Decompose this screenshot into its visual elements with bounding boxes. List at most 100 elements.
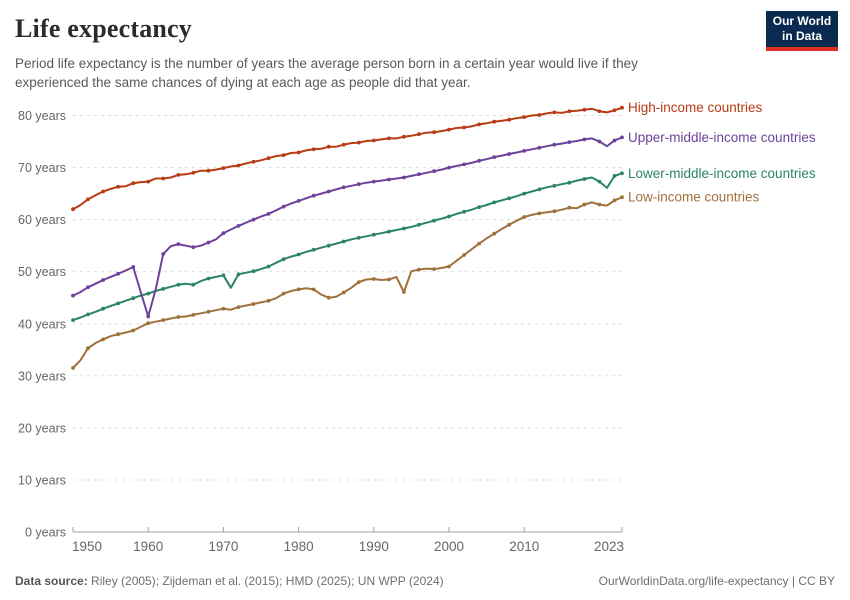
data-point-marker: [417, 222, 421, 227]
data-point-marker: [402, 175, 406, 180]
owid-citation-link[interactable]: OurWorldinData.org/life-expectancy | CC …: [598, 574, 835, 588]
data-point-marker: [597, 139, 602, 144]
series-legend-label[interactable]: Lower-middle-income countries: [628, 166, 816, 181]
series-line: [72, 106, 623, 211]
data-point-marker: [356, 182, 361, 187]
data-point-marker: [251, 217, 256, 222]
series-legend-label[interactable]: Upper-middle-income countries: [628, 130, 816, 145]
data-point-marker: [266, 264, 271, 269]
x-axis-tick-label: 1980: [284, 539, 314, 554]
y-axis-tick-label: 40 years: [18, 317, 66, 331]
data-point-marker: [462, 162, 466, 167]
data-point-marker: [161, 252, 166, 256]
data-point-marker: [266, 156, 271, 161]
data-point-marker: [356, 280, 361, 284]
data-point-marker: [537, 211, 542, 216]
data-point-marker: [371, 277, 376, 281]
data-point-marker: [296, 150, 301, 155]
data-point-marker: [387, 177, 391, 182]
data-point-marker: [116, 271, 120, 276]
data-point-marker: [131, 181, 136, 186]
data-point-marker: [176, 173, 181, 177]
y-axis-tick-label: 10 years: [18, 473, 66, 487]
data-point-marker: [552, 209, 557, 214]
data-point-marker: [567, 180, 572, 185]
x-axis-tick-label: 1990: [359, 539, 389, 554]
data-point-marker: [251, 269, 256, 274]
x-axis-tick-label: 1960: [133, 539, 163, 554]
data-source-label: Data source:: [15, 574, 88, 588]
data-point-marker: [116, 332, 120, 337]
data-point-marker: [582, 202, 587, 207]
data-point-marker: [191, 170, 196, 175]
x-axis-tick-label: 1950: [72, 539, 102, 554]
data-point-marker: [371, 179, 376, 184]
y-axis-tick-label: 20 years: [18, 421, 66, 435]
data-point-marker: [296, 287, 301, 292]
data-point-marker: [341, 239, 346, 244]
series-line: [72, 196, 623, 369]
data-point-marker: [371, 232, 376, 237]
data-point-marker: [281, 257, 286, 262]
owid-logo[interactable]: Our World in Data: [766, 11, 838, 51]
data-point-marker: [236, 224, 241, 228]
data-point-marker: [221, 166, 226, 171]
data-point-marker: [281, 291, 286, 296]
data-point-marker: [477, 205, 481, 210]
data-point-marker: [101, 278, 105, 282]
y-axis-tick-label: 50 years: [18, 265, 66, 279]
series-legend-label[interactable]: Low-income countries: [628, 190, 760, 205]
data-point-marker: [176, 242, 181, 247]
data-point-marker: [597, 179, 602, 184]
data-point-marker: [191, 245, 196, 250]
data-point-marker: [206, 309, 211, 314]
data-point-marker: [462, 125, 466, 130]
data-point-marker: [221, 231, 226, 236]
data-point-marker: [131, 265, 136, 269]
series-legend-label[interactable]: High-income countries: [628, 100, 763, 115]
data-point-marker: [161, 287, 166, 291]
chart-subtitle: Period life expectancy is the number of …: [15, 56, 638, 91]
y-axis-tick-label: 60 years: [18, 213, 66, 227]
data-point-marker: [417, 267, 421, 272]
data-point-marker: [86, 312, 90, 317]
data-point-marker: [522, 115, 527, 119]
data-point-marker: [507, 152, 512, 156]
data-point-marker: [221, 273, 226, 278]
data-point-marker: [161, 318, 166, 322]
data-point-marker: [620, 195, 624, 200]
x-axis-tick-label: 2010: [509, 539, 539, 554]
data-point-marker: [341, 290, 346, 295]
data-point-marker: [507, 196, 512, 201]
data-point-marker: [341, 142, 346, 147]
data-point-marker: [281, 204, 286, 209]
data-point-marker: [146, 291, 151, 296]
data-point-marker: [296, 199, 301, 203]
data-point-marker: [522, 215, 527, 219]
data-point-marker: [236, 305, 241, 309]
data-point-marker: [492, 155, 497, 160]
data-point-marker: [71, 366, 75, 370]
data-point-marker: [402, 290, 406, 294]
data-point-marker: [477, 122, 481, 127]
y-axis-tick-label: 80 years: [18, 109, 66, 123]
data-point-marker: [447, 214, 451, 219]
data-point-marker: [537, 187, 542, 192]
chart-footer: Data source: Riley (2005); Zijdeman et a…: [15, 574, 835, 588]
data-point-marker: [266, 298, 271, 303]
data-point-marker: [116, 184, 120, 189]
data-point-marker: [326, 243, 331, 248]
data-point-marker: [432, 218, 436, 223]
data-point-marker: [417, 132, 421, 137]
data-point-marker: [341, 185, 346, 190]
x-axis-tick-label: 2000: [434, 539, 464, 554]
data-point-marker: [86, 197, 90, 202]
x-axis-tick-label: 2023: [594, 539, 624, 554]
data-point-marker: [552, 183, 557, 188]
owid-logo-line1: Our World: [772, 14, 832, 28]
data-point-marker: [191, 313, 196, 317]
data-point-marker: [131, 296, 136, 301]
data-point-marker: [620, 135, 624, 140]
data-point-marker: [522, 191, 527, 196]
